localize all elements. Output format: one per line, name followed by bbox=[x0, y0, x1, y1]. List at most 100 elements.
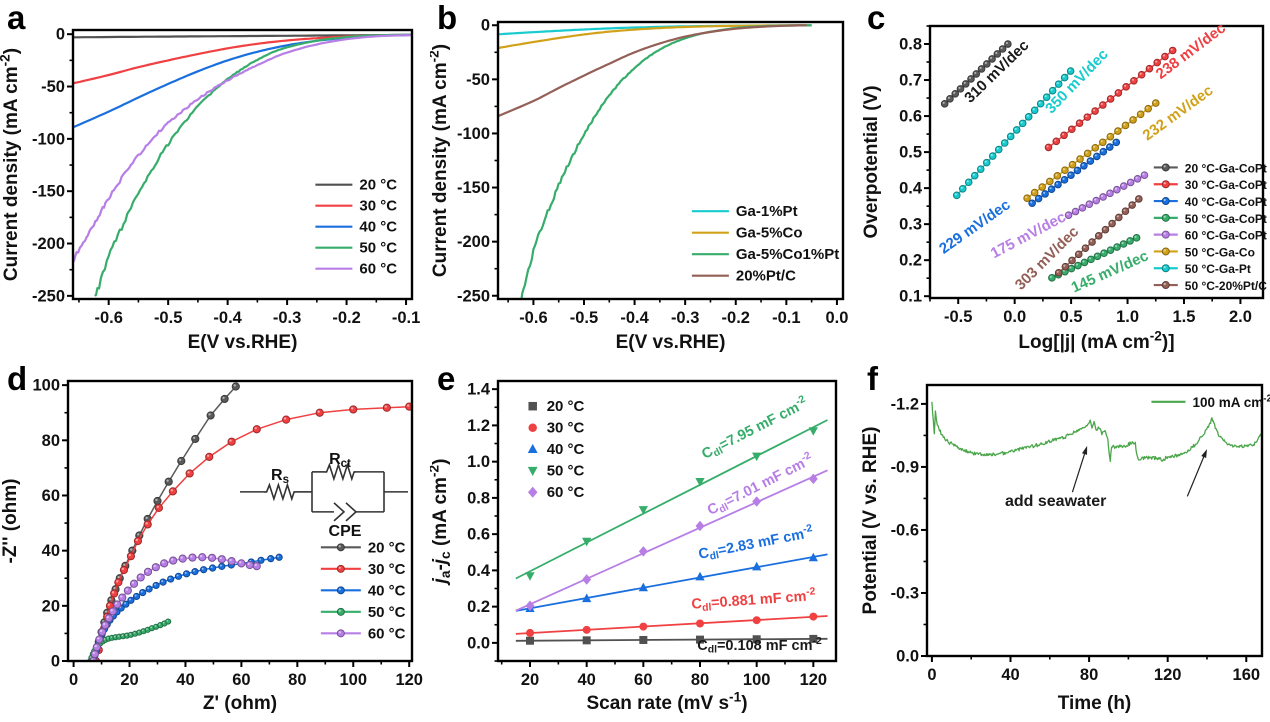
x-tick-label: -0.3 bbox=[273, 309, 301, 327]
panel-letter-f: f bbox=[867, 361, 878, 397]
series-40-C bbox=[89, 553, 283, 661]
x-axis-title: Scan rate (mV s-1) bbox=[586, 689, 747, 714]
series-100-mA-cm-2- bbox=[931, 401, 1262, 463]
chart-tafel: -0.5 0.0 0.5 1.0 1.5 2.0 0.1 0.2 0.3 0.4 0.5 0.6 0.7… bbox=[861, 20, 1267, 353]
series-40-C-Ga-CoPt bbox=[1028, 138, 1121, 208]
y-tick-label: 20 bbox=[42, 597, 60, 615]
x-tick-label: 0 bbox=[927, 666, 936, 684]
legend-label: Ga-1%Pt bbox=[736, 203, 798, 220]
legend: 20 °C 30 °C 40 °C 50 °C 60 °C bbox=[527, 398, 585, 501]
legend-label: 60 °C bbox=[368, 625, 406, 642]
x-tick-label: -0.1 bbox=[772, 309, 800, 327]
legend-label: 50 °C-Ga-CoPt bbox=[1185, 212, 1267, 226]
y-tick-label: 0.8 bbox=[467, 489, 490, 507]
plot-frame bbox=[496, 20, 845, 301]
y-tick-label: 0.2 bbox=[899, 252, 922, 270]
axes: -0.5 0.0 0.5 1.0 1.5 2.0 0.1 0.2 0.3 0.4 0.5 0.6 0.7… bbox=[899, 25, 1252, 326]
x-tick-label: 20 bbox=[521, 671, 539, 689]
series-60-C-Ga-CoPt bbox=[1064, 171, 1149, 219]
x-tick-label: 20 bbox=[120, 671, 138, 689]
y-tick-label: -100 bbox=[32, 130, 65, 148]
x-axis-title: E(V vs.RHE) bbox=[616, 332, 726, 353]
y-tick-label: -0.3 bbox=[891, 584, 919, 602]
legend-label: 20 °C bbox=[368, 539, 406, 556]
panel-letter-b: b bbox=[437, 0, 458, 36]
legend-label: 20 °C-Ga-CoPt bbox=[1185, 161, 1267, 175]
series-group bbox=[940, 40, 1177, 282]
y-tick-label: -250 bbox=[457, 287, 490, 305]
y-tick-label: 0.3 bbox=[899, 216, 922, 234]
x-tick-label: -0.6 bbox=[519, 309, 547, 327]
y-tick-label: 1.0 bbox=[467, 453, 490, 471]
annotation: 238 mV/dec bbox=[1153, 20, 1229, 83]
plot-frame bbox=[925, 383, 1264, 658]
legend-label: 50 °C bbox=[547, 463, 585, 480]
legend-label: 50 °C-Ga-Co bbox=[1185, 245, 1255, 259]
x-tick-label: 40 bbox=[577, 671, 595, 689]
x-tick-label: 1.0 bbox=[1116, 308, 1139, 326]
y-tick-label: -50 bbox=[466, 71, 490, 89]
legend-label: 50 °C-20%Pt/C bbox=[1185, 279, 1267, 293]
y-axis-title: Overpotential (V) bbox=[861, 85, 882, 238]
y-tick-label: -0.6 bbox=[891, 521, 919, 539]
legend-label: 30 °C bbox=[359, 198, 397, 215]
legend-label: 60 °C bbox=[359, 261, 397, 278]
legend-label: 50 °C bbox=[359, 240, 397, 257]
series-50-C-Ga-CoPt bbox=[1048, 234, 1141, 282]
x-tick-label: -0.3 bbox=[671, 309, 699, 327]
series-20-C-Ga-CoPt bbox=[940, 40, 1012, 108]
panel-a: a -0.6 -0.5 -0.4 -0.3 -0.2 -0.1 0 -50 -100 -150 -2… bbox=[0, 0, 430, 361]
y-tick-label: 40 bbox=[42, 542, 60, 560]
chart-lsv-catalysts: -0.6 -0.5 -0.4 -0.3 -0.2 -0.1 0.0 0 -50 -100 -150 -… bbox=[430, 17, 848, 353]
plot-frame bbox=[71, 28, 414, 301]
chart-stability: 0 40 80 120 160 0.0 -0.3 -0.6 -0.9 -1.2 Time (h) Po… bbox=[860, 383, 1270, 714]
y-tick-label: 0 bbox=[51, 653, 60, 671]
y-tick-label: 0.0 bbox=[896, 648, 919, 666]
panel-d: d 0 20 40 60 80 100 120 0 20 40 60 80 100 Z' (ohm) -Z'… bbox=[0, 361, 430, 722]
y-tick-label: -1.2 bbox=[891, 395, 919, 413]
panel-letter-a: a bbox=[7, 0, 26, 36]
y-tick-label: 0.5 bbox=[899, 144, 922, 162]
y-axis-title: Current density (mA cm-2) bbox=[0, 48, 22, 281]
x-tick-label: 0.0 bbox=[825, 309, 848, 327]
circuit-label-cpe: CPE bbox=[329, 523, 362, 540]
x-tick-label: -0.1 bbox=[392, 309, 420, 327]
series-60-C bbox=[89, 553, 261, 661]
y-tick-label: -100 bbox=[457, 125, 490, 143]
annotation: 232 mV/dec bbox=[1140, 82, 1217, 144]
y-tick-label: 1.4 bbox=[467, 381, 491, 399]
y-tick-label: -150 bbox=[457, 179, 490, 197]
panel-c: c -0.5 0.0 0.5 1.0 1.5 2.0 0.1 0.2 0.3 0.4 0.5 0.6 0… bbox=[860, 0, 1270, 361]
panel-letter-c: c bbox=[867, 0, 886, 36]
legend: 100 mA cm-2 bbox=[1151, 393, 1270, 410]
y-axis-title: -Z'' (ohm) bbox=[0, 478, 21, 563]
legend-label: 100 mA cm-2 bbox=[1192, 393, 1270, 409]
x-tick-label: -0.4 bbox=[213, 309, 242, 327]
legend-label: 40 °C bbox=[547, 441, 585, 458]
legend: 20 °C 30 °C 40 °C 50 °C 60 °C bbox=[320, 539, 406, 642]
series-20-C bbox=[515, 634, 828, 645]
legend-label: 30 °C bbox=[547, 420, 585, 437]
panel-b: b -0.6 -0.5 -0.4 -0.3 -0.2 -0.1 0.0 0 -50 -100 -15… bbox=[430, 0, 860, 361]
x-tick-label: 80 bbox=[691, 671, 709, 689]
legend-label: Ga-5%Co bbox=[736, 225, 803, 242]
series-30-C-Ga-CoPt bbox=[1044, 46, 1177, 152]
y-tick-label: -0.9 bbox=[891, 458, 919, 476]
x-tick-label: 80 bbox=[1080, 666, 1098, 684]
x-tick-label: 120 bbox=[800, 671, 828, 689]
legend-label: 20%Pt/C bbox=[736, 268, 796, 285]
x-tick-label: 60 bbox=[232, 671, 250, 689]
x-tick-label: -0.4 bbox=[620, 309, 649, 327]
panel-f: f 0 40 80 120 160 0.0 -0.3 -0.6 -0.9 -1.2 Time (h)… bbox=[860, 361, 1270, 722]
series-50-C bbox=[94, 33, 412, 297]
x-axis-title: Log[|j| (mA cm-2)] bbox=[1018, 328, 1174, 353]
y-tick-label: 0 bbox=[56, 26, 65, 44]
x-tick-label: 2.0 bbox=[1229, 308, 1252, 326]
y-tick-label: -200 bbox=[32, 235, 65, 253]
legend-label: 30 °C-Ga-CoPt bbox=[1185, 178, 1267, 192]
plot-frame bbox=[496, 379, 838, 663]
circuit-label-rct: Rct bbox=[329, 451, 351, 470]
annotation: Cdl=7.01 mF cm-2 bbox=[704, 450, 817, 521]
y-tick-label: -150 bbox=[32, 183, 65, 201]
